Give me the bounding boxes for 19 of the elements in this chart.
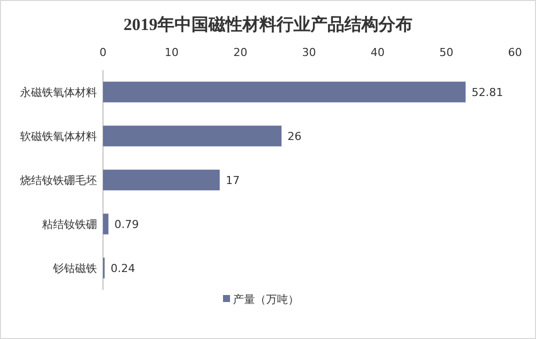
legend: 产量（万吨） <box>233 293 299 306</box>
data-label: 52.81 <box>472 86 504 99</box>
xtick: 20 <box>233 46 248 59</box>
xtick: 60 <box>508 46 522 59</box>
xtick: 30 <box>302 46 316 59</box>
data-label: 0.79 <box>114 218 139 231</box>
xtick: 50 <box>439 46 454 59</box>
data-label: 26 <box>288 130 302 143</box>
category: 永磁铁氧体材料 <box>20 86 97 99</box>
data-label: 17 <box>226 174 240 187</box>
xtick: 10 <box>164 46 179 59</box>
title: 2019年中国磁性材料行业产品结构分布 <box>124 15 412 34</box>
data-label: 0.24 <box>110 262 136 275</box>
category: 软磁铁氧体材料 <box>20 130 97 143</box>
category: 钐钴磁铁 <box>53 262 97 275</box>
xtick: 0 <box>100 46 106 59</box>
xtick: 40 <box>370 46 385 59</box>
category: 粘结钕铁硼 <box>42 218 97 231</box>
category: 烧结钕铁硼毛坯 <box>20 174 97 187</box>
